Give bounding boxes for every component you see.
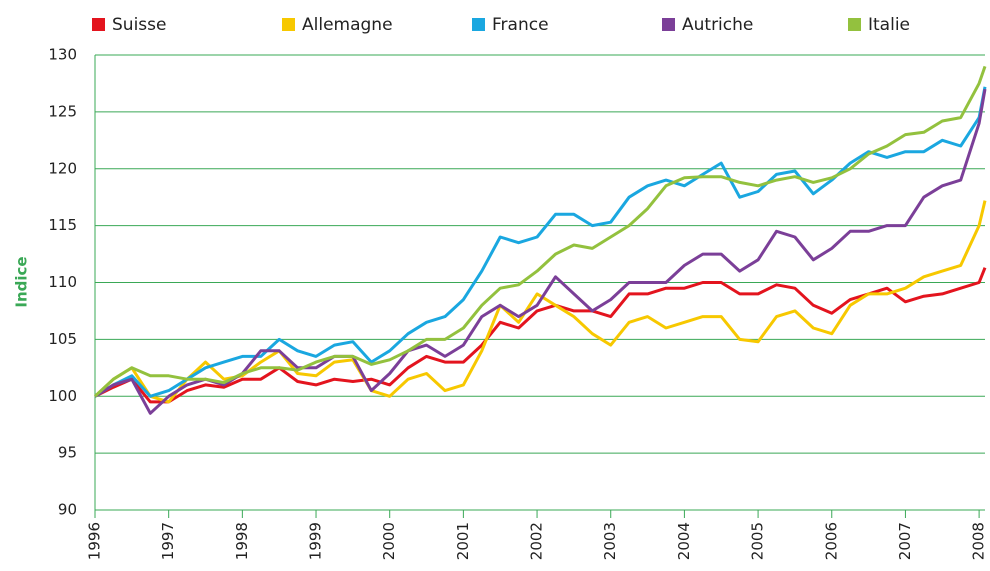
series-line — [94, 86, 987, 398]
legend-swatch — [662, 18, 675, 31]
legend-swatch — [92, 18, 105, 31]
x-tick-label: 2008 — [970, 522, 988, 560]
x-tick-label: 2001 — [454, 522, 472, 560]
legend-label: Suisse — [112, 15, 166, 35]
y-tick-label: 110 — [48, 273, 77, 291]
y-tick-label: 95 — [58, 444, 77, 462]
x-tick-label: 2007 — [896, 522, 914, 560]
legend-label: Allemagne — [302, 15, 393, 35]
x-tick-label: 2003 — [601, 522, 619, 560]
y-tick-label: 90 — [58, 501, 77, 519]
legend-swatch — [848, 18, 861, 31]
series-line — [93, 65, 987, 398]
legend-label: France — [492, 15, 549, 35]
y-tick-label: 120 — [48, 159, 77, 177]
x-tick-label: 1998 — [233, 522, 251, 560]
x-tick-label: 2000 — [380, 522, 398, 560]
y-axis-label: Indice — [13, 256, 31, 307]
x-tick-label: 2005 — [749, 522, 767, 560]
x-tick-label: 1999 — [307, 522, 325, 560]
y-tick-label: 130 — [48, 46, 77, 64]
x-tick-label: 2006 — [822, 522, 840, 560]
series-line — [94, 267, 987, 404]
legend-swatch — [282, 18, 295, 31]
legend-label: Italie — [868, 15, 910, 35]
x-tick-label: 1997 — [159, 522, 177, 560]
y-tick-label: 100 — [48, 387, 77, 405]
x-tick-label: 2004 — [675, 522, 693, 560]
y-tick-label: 115 — [48, 216, 77, 234]
x-tick-label: 2002 — [528, 522, 546, 560]
y-tick-label: 125 — [48, 102, 77, 120]
series-line — [94, 88, 987, 415]
legend-label: Autriche — [682, 15, 753, 35]
y-tick-label: 105 — [48, 330, 77, 348]
legend-swatch — [472, 18, 485, 31]
x-tick-label: 1996 — [86, 522, 104, 560]
